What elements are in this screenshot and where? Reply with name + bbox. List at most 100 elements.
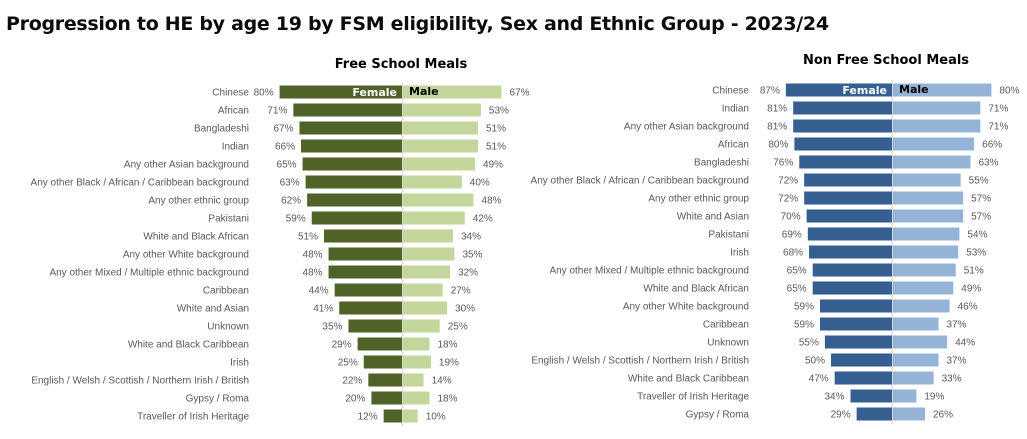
nonfsm-female-bar (794, 137, 892, 151)
nonfsm-category-label: Any other Asian background (624, 122, 749, 133)
nonfsm-female-bar (804, 191, 892, 205)
nonfsm-male-value-label: 71% (988, 104, 1008, 115)
fsm-male-value-label: 27% (451, 286, 471, 297)
fsm-male-value-label: 14% (432, 376, 452, 387)
fsm-male-value-label: 30% (455, 304, 475, 315)
nonfsm-category-label: Any other Black / African / Caribbean ba… (531, 176, 749, 187)
nonfsm-female-value-label: 59% (794, 320, 814, 331)
fsm-male-value-label: 18% (437, 340, 457, 351)
fsm-female-bar (302, 157, 402, 171)
nonfsm-male-bar (893, 335, 948, 349)
nonfsm-category-label: English / Welsh / Scottish / Northern Ir… (531, 356, 749, 367)
fsm-male-bar (403, 391, 430, 405)
fsm-male-value-label: 51% (486, 142, 506, 153)
fsm-female-value-label: 20% (345, 394, 365, 405)
fsm-male-bar (403, 103, 481, 117)
nonfsm-female-value-label: 80% (768, 140, 788, 151)
nonfsm-category-label: Traveller of Irish Heritage (637, 392, 749, 403)
fsm-female-bar (328, 247, 402, 261)
nonfsm-male-value-label: 53% (966, 248, 986, 259)
nonfsm-male-bar (893, 173, 961, 187)
fsm-female-value-label: 29% (332, 340, 352, 351)
nonfsm-male-value-label: 33% (942, 374, 962, 385)
nonfsm-male-value-label: 46% (958, 302, 978, 313)
nonfsm-female-value-label: 29% (831, 410, 851, 421)
fsm-female-value-label: 35% (322, 322, 342, 333)
fsm-male-value-label: 48% (482, 196, 502, 207)
nonfsm-female-bar (793, 119, 892, 133)
nonfsm-male-value-label: 26% (933, 410, 953, 421)
nonfsm-category-label: Any other White background (623, 302, 749, 313)
nonfsm-female-bar (812, 263, 892, 277)
fsm-category-label: White and Black Caribbean (128, 340, 249, 351)
chart-main-title: Progression to HE by age 19 by FSM eligi… (6, 13, 829, 35)
fsm-category-label: African (218, 106, 249, 117)
fsm-male-bar (403, 211, 465, 225)
nonfsm-female-bar (809, 245, 892, 259)
fsm-female-bar (279, 85, 402, 99)
nonfsm-male-value-label: 37% (947, 356, 967, 367)
nonfsm-female-bar (812, 281, 892, 295)
fsm-female-bar (339, 301, 402, 315)
nonfsm-male-bar (893, 245, 959, 259)
fsm-category-label: Any other ethnic group (148, 196, 249, 207)
nonfsm-female-value-label: 72% (778, 176, 798, 187)
nonfsm-female-bar (834, 371, 892, 385)
fsm-category-label: Chinese (212, 88, 249, 99)
nonfsm-female-value-label: 65% (787, 284, 807, 295)
nonfsm-female-value-label: 81% (767, 122, 787, 133)
fsm-female-bar (348, 319, 402, 333)
nonfsm-male-value-label: 49% (961, 284, 981, 295)
nonfsm-female-value-label: 70% (781, 212, 801, 223)
fsm-panel-title: Free School Meals (335, 57, 468, 72)
nonfsm-male-value-label: 63% (978, 158, 998, 169)
fsm-male-bar (403, 337, 430, 351)
fsm-female-value-label: 22% (342, 376, 362, 387)
nonfsm-male-value-label: 71% (988, 122, 1008, 133)
nonfsm-male-value-label: 37% (947, 320, 967, 331)
nonfsm-category-label: White and Asian (677, 212, 749, 223)
nonfsm-legend-male: Male (899, 83, 929, 96)
nonfsm-male-value-label: 44% (955, 338, 975, 349)
fsm-female-bar (334, 283, 402, 297)
fsm-male-bar (403, 139, 478, 153)
fsm-male-bar (403, 121, 478, 135)
nonfsm-female-bar (799, 155, 892, 169)
fsm-male-value-label: 35% (462, 250, 482, 261)
nonfsm-female-bar (793, 101, 892, 115)
nonfsm-male-value-label: 80% (999, 86, 1019, 97)
fsm-category-label: Bangladeshi (194, 124, 249, 135)
nonfsm-male-value-label: 51% (964, 266, 984, 277)
fsm-female-value-label: 65% (277, 160, 297, 171)
fsm-category-label: White and Asian (177, 304, 249, 315)
fsm-category-label: English / Welsh / Scottish / Northern Ir… (31, 376, 249, 387)
nonfsm-male-value-label: 57% (971, 194, 991, 205)
fsm-category-label: Irish (230, 358, 249, 369)
nonfsm-female-value-label: 68% (783, 248, 803, 259)
fsm-female-bar (311, 211, 402, 225)
nonfsm-male-value-label: 19% (924, 392, 944, 403)
nonfsm-female-bar (820, 317, 892, 331)
nonfsm-category-label: African (718, 140, 749, 151)
nonfsm-male-bar (893, 371, 934, 385)
nonfsm-category-label: Irish (730, 248, 749, 259)
nonfsm-female-bar (804, 173, 892, 187)
nonfsm-male-value-label: 57% (971, 212, 991, 223)
fsm-male-bar (403, 247, 455, 261)
fsm-category-label: Any other Black / African / Caribbean ba… (31, 178, 249, 189)
fsm-female-bar (368, 373, 402, 387)
fsm-female-value-label: 66% (275, 142, 295, 153)
nonfsm-male-bar (893, 389, 917, 403)
nonfsm-category-label: Unknown (707, 338, 749, 349)
fsm-female-bar (305, 175, 402, 189)
nonfsm-male-value-label: 54% (967, 230, 987, 241)
nonfsm-female-value-label: 50% (805, 356, 825, 367)
fsm-male-bar (403, 175, 462, 189)
fsm-male-value-label: 32% (458, 268, 478, 279)
nonfsm-female-bar (820, 299, 892, 313)
fsm-category-label: White and Black African (143, 232, 249, 243)
nonfsm-category-label: Indian (722, 104, 749, 115)
nonfsm-male-bar (893, 299, 950, 313)
fsm-female-bar (357, 337, 402, 351)
nonfsm-female-value-label: 34% (825, 392, 845, 403)
